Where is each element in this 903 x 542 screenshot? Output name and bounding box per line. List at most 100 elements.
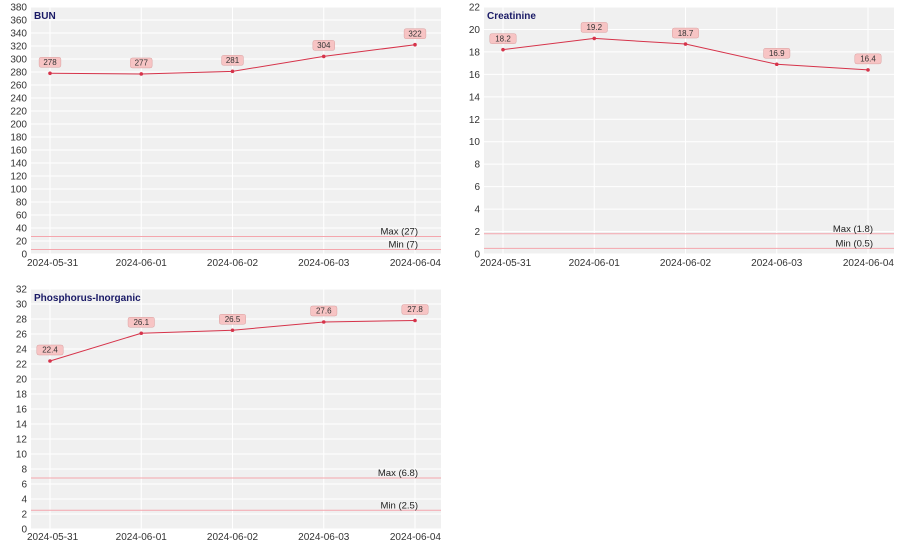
data-label-text: 22.4 bbox=[42, 346, 58, 355]
plot-area bbox=[31, 7, 441, 254]
data-label-box bbox=[580, 22, 608, 33]
y-tick-label: 20 bbox=[16, 375, 28, 386]
data-label-box bbox=[312, 40, 335, 51]
x-tick-label: 2024-05-31 bbox=[480, 258, 532, 269]
y-tick-label: 24 bbox=[16, 345, 28, 356]
data-label-box bbox=[36, 344, 64, 356]
y-tick-label: 16 bbox=[469, 70, 481, 81]
data-point bbox=[321, 54, 326, 59]
min-reference-label: Min (0.5) bbox=[836, 238, 873, 249]
x-tick-label: 2024-05-31 bbox=[27, 258, 79, 269]
max-reference-label: Max (6.8) bbox=[378, 468, 418, 479]
y-tick-label: 14 bbox=[469, 92, 481, 103]
data-point bbox=[48, 359, 52, 363]
y-tick-label: 380 bbox=[10, 3, 27, 14]
data-label-text: 19.2 bbox=[586, 23, 602, 32]
x-tick-label: 2024-06-04 bbox=[843, 258, 895, 269]
data-label-text: 281 bbox=[226, 56, 240, 65]
data-label: 19.2 bbox=[580, 22, 608, 33]
data-label: 16.9 bbox=[763, 48, 791, 59]
y-tick-label: 40 bbox=[16, 224, 28, 235]
y-tick-label: 26 bbox=[16, 330, 28, 341]
data-label: 281 bbox=[221, 55, 244, 66]
y-tick-label: 2 bbox=[21, 510, 27, 521]
y-tick-label: 30 bbox=[16, 300, 28, 311]
x-tick-label: 2024-06-04 bbox=[390, 532, 442, 542]
y-tick-label: 160 bbox=[10, 146, 27, 157]
chart-title: Creatinine bbox=[487, 11, 536, 22]
x-tick-label: 2024-06-04 bbox=[390, 258, 442, 269]
y-tick-label: 2 bbox=[474, 227, 480, 238]
data-label: 26.5 bbox=[219, 314, 246, 325]
x-tick-label: 2024-06-02 bbox=[660, 258, 712, 269]
y-tick-label: 8 bbox=[21, 465, 27, 476]
data-label-text: 27.6 bbox=[316, 307, 332, 316]
data-label-box bbox=[672, 27, 699, 39]
x-tick-label: 2024-06-03 bbox=[298, 532, 350, 542]
data-label: 26.1 bbox=[127, 317, 155, 328]
y-tick-label: 14 bbox=[16, 420, 28, 431]
data-label-box bbox=[854, 53, 882, 65]
data-point bbox=[139, 331, 144, 336]
y-tick-label: 4 bbox=[474, 205, 480, 216]
data-label: 322 bbox=[403, 28, 427, 39]
y-tick-label: 10 bbox=[16, 450, 28, 461]
data-label-text: 26.1 bbox=[133, 318, 149, 327]
y-tick-label: 0 bbox=[21, 250, 27, 261]
data-label-text: 27.8 bbox=[407, 305, 423, 314]
data-label: 22.4 bbox=[36, 344, 64, 356]
data-label-text: 278 bbox=[43, 58, 57, 67]
y-tick-label: 340 bbox=[10, 29, 27, 40]
data-point bbox=[413, 318, 417, 323]
y-tick-label: 12 bbox=[16, 435, 28, 446]
max-reference-label: Max (27) bbox=[381, 226, 418, 237]
max-reference-label: Max (1.8) bbox=[833, 224, 873, 235]
x-tick-label: 2024-06-02 bbox=[207, 258, 259, 269]
y-tick-label: 6 bbox=[21, 480, 27, 491]
data-label-text: 16.9 bbox=[769, 49, 785, 58]
data-point bbox=[230, 69, 235, 74]
y-tick-label: 360 bbox=[10, 16, 27, 27]
data-label-box bbox=[127, 317, 155, 328]
bun-chart-svg: 0 20 40 60 80 100 120 140 160 180 200 220 240 260 280 3… bbox=[10, 3, 442, 270]
y-tick-label: 240 bbox=[10, 94, 27, 105]
data-label-text: 322 bbox=[408, 29, 422, 38]
x-tick-label: 2024-06-01 bbox=[569, 258, 621, 269]
y-tick-label: 28 bbox=[16, 315, 28, 326]
data-label-text: 18.2 bbox=[495, 34, 511, 43]
bun-chart: 0 20 40 60 80 100 120 140 160 180 200 220 240 260 280 3… bbox=[0, 0, 445, 272]
data-point bbox=[683, 42, 688, 46]
data-point bbox=[139, 72, 144, 76]
y-tick-label: 6 bbox=[474, 182, 480, 193]
y-tick-label: 4 bbox=[21, 495, 27, 506]
x-tick-label: 2024-06-01 bbox=[116, 532, 168, 542]
data-label: 304 bbox=[312, 40, 335, 51]
y-tick-label: 120 bbox=[10, 172, 27, 183]
data-label: 27.6 bbox=[310, 305, 338, 317]
data-label: 277 bbox=[130, 57, 153, 69]
data-label-box bbox=[310, 305, 338, 317]
data-label: 278 bbox=[38, 57, 62, 68]
data-label-text: 16.4 bbox=[860, 55, 876, 64]
data-label-box bbox=[403, 28, 427, 39]
y-tick-label: 220 bbox=[10, 107, 27, 118]
x-tick-label: 2024-06-01 bbox=[116, 258, 168, 269]
data-label-text: 26.5 bbox=[225, 315, 241, 324]
chart-title: BUN bbox=[34, 11, 56, 22]
y-tick-label: 280 bbox=[10, 68, 27, 79]
y-tick-label: 12 bbox=[469, 115, 481, 126]
x-tick-label: 2024-06-03 bbox=[298, 258, 350, 269]
y-tick-label: 8 bbox=[474, 160, 480, 171]
data-point bbox=[501, 47, 505, 52]
y-tick-label: 22 bbox=[469, 3, 481, 14]
y-tick-label: 100 bbox=[10, 185, 27, 196]
x-tick-label: 2024-06-02 bbox=[207, 532, 259, 542]
y-tick-label: 320 bbox=[10, 42, 27, 53]
data-label: 16.4 bbox=[854, 53, 882, 65]
plot-area bbox=[484, 7, 894, 254]
y-tick-label: 10 bbox=[469, 137, 481, 148]
data-point bbox=[774, 62, 779, 67]
data-label-text: 277 bbox=[135, 59, 149, 68]
creatinine-chart-svg: 0 2 4 6 8 10 12 14 16 18 20 22 2024-05-31 2024-06-01 2… bbox=[469, 3, 895, 270]
